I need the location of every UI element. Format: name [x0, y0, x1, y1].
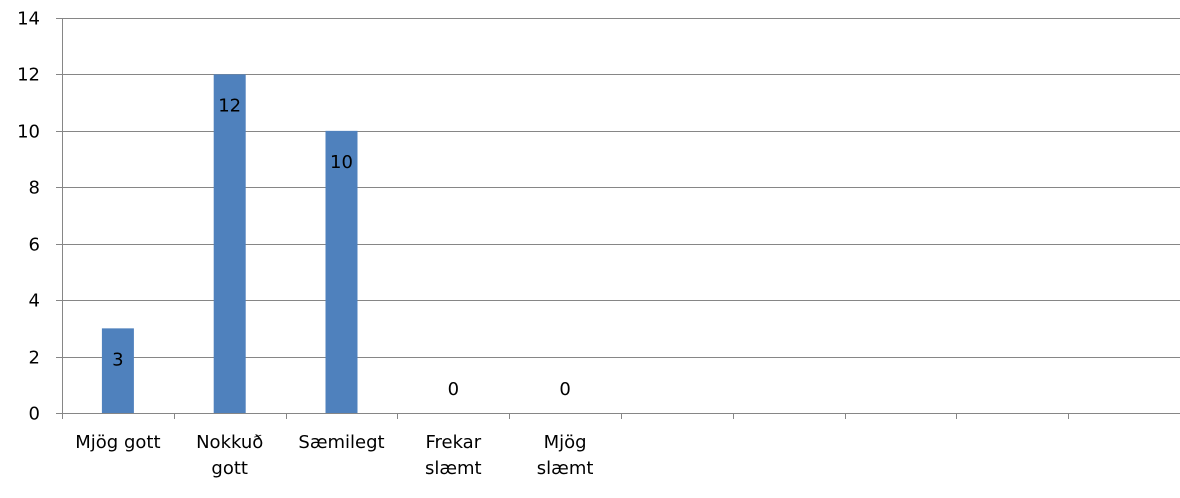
y-tick-label: 12: [17, 65, 40, 86]
y-tick-label: 6: [29, 235, 40, 256]
data-label: 0: [448, 379, 459, 400]
y-tick-label: 10: [17, 122, 40, 143]
y-tick-label: 2: [29, 348, 40, 369]
y-tick-label: 0: [29, 404, 40, 425]
gridlines: [62, 18, 1180, 414]
data-label: 3: [112, 349, 123, 370]
bar-1: [213, 74, 246, 413]
x-category-label: Sæmilegt: [298, 432, 384, 453]
y-tick-label: 14: [17, 9, 40, 30]
data-label: 0: [559, 379, 570, 400]
x-category-label: Mjög gott: [75, 432, 160, 453]
bar-0: [101, 328, 134, 413]
x-category-label: Mjög slæmt: [537, 432, 594, 479]
x-category-label: Frekar slæmt: [425, 432, 482, 479]
data-label: 12: [218, 95, 241, 116]
labels: 0 2 4 6 8 10 12 14 3 Mjög gott 12 Nokkuð gott 10 Sæmil…: [17, 9, 593, 480]
x-category-label: Nokkuð gott: [196, 432, 263, 479]
y-tick-label: 4: [29, 291, 40, 312]
bars: [101, 74, 358, 413]
axes: [56, 18, 1069, 419]
data-label: 10: [330, 152, 353, 173]
y-tick-label: 8: [29, 178, 40, 199]
bar-2: [325, 130, 358, 413]
